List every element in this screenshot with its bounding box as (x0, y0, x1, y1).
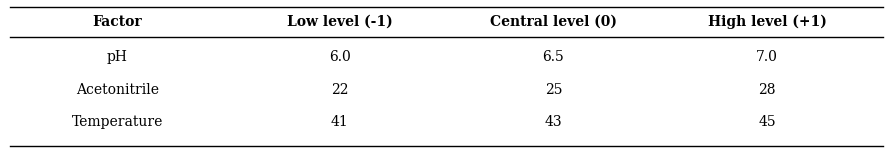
Text: 6.0: 6.0 (329, 50, 351, 64)
Text: 28: 28 (758, 83, 776, 97)
Text: pH: pH (106, 50, 128, 64)
Text: 6.5: 6.5 (542, 50, 564, 64)
Text: 22: 22 (331, 83, 348, 97)
Text: 25: 25 (545, 83, 562, 97)
Text: 43: 43 (545, 115, 562, 129)
Text: Temperature: Temperature (71, 115, 163, 129)
Text: Factor: Factor (92, 15, 142, 29)
Text: 41: 41 (330, 115, 348, 129)
Text: Central level (0): Central level (0) (490, 15, 617, 29)
Text: High level (+1): High level (+1) (707, 15, 826, 29)
Text: Low level (-1): Low level (-1) (287, 15, 393, 29)
Text: 45: 45 (758, 115, 776, 129)
Text: Acetonitrile: Acetonitrile (76, 83, 159, 97)
Text: 7.0: 7.0 (756, 50, 778, 64)
